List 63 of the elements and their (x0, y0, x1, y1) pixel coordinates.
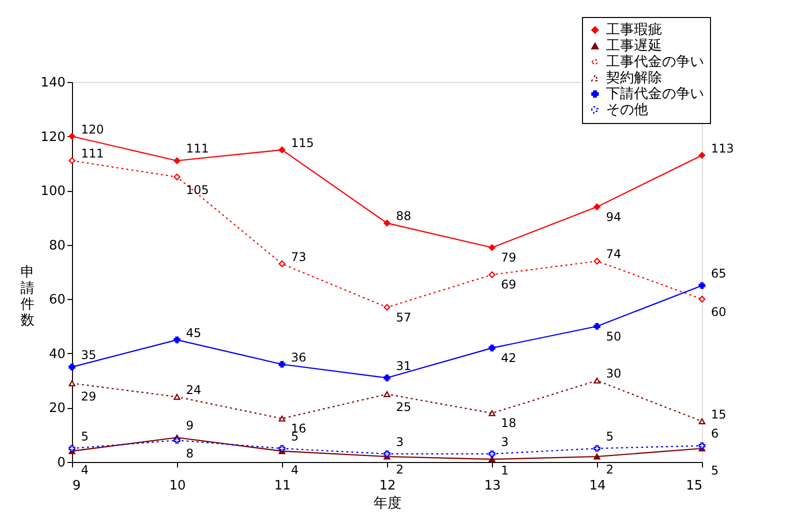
data-label: 2 (396, 462, 404, 477)
data-label: 42 (501, 351, 516, 365)
legend-label: 工事代金の争い (606, 54, 704, 70)
y-tick-label: 80 (48, 238, 66, 254)
data-label: 111 (186, 142, 209, 156)
data-label: 35 (81, 348, 96, 362)
y-tick-label: 100 (40, 184, 66, 200)
data-label: 94 (606, 210, 622, 224)
x-tick-label: 13 (484, 478, 501, 494)
data-label: 8 (186, 446, 194, 460)
data-label: 2 (606, 462, 614, 477)
y-tick-label: 20 (48, 401, 66, 416)
y-tick-label: 60 (48, 292, 66, 308)
data-label: 9 (186, 418, 194, 433)
legend-label: 工事瑕疵 (606, 22, 662, 38)
data-label: 1 (501, 463, 509, 478)
y-axis-title: 申請件数 (20, 264, 34, 328)
x-tick-label: 9 (72, 478, 81, 494)
data-label: 73 (291, 250, 306, 264)
data-label: 25 (396, 400, 412, 414)
y-tick-label: 120 (40, 130, 66, 145)
data-label: 4 (291, 463, 299, 478)
y-tick-label: 40 (48, 346, 66, 362)
data-label: 79 (501, 250, 516, 265)
data-label: 113 (711, 141, 734, 156)
x-tick-label: 12 (379, 478, 396, 494)
data-label: 60 (711, 305, 726, 320)
x-tick-label: 15 (686, 478, 702, 494)
data-label: 65 (711, 266, 726, 281)
y-tick-label: 0 (57, 456, 66, 470)
legend-label: 工事遅延 (606, 38, 662, 54)
data-label: 4 (81, 463, 89, 478)
data-label: 74 (606, 247, 622, 262)
data-label: 57 (396, 310, 412, 324)
data-label: 88 (396, 209, 412, 224)
legend-label: 契約解除 (606, 70, 662, 86)
data-label: 111 (81, 146, 104, 161)
x-tick-label: 11 (274, 478, 291, 494)
x-tick-label: 10 (169, 478, 186, 494)
data-label: 31 (396, 358, 412, 373)
data-label: 24 (186, 382, 202, 397)
data-label: 36 (291, 350, 306, 364)
data-label: 29 (81, 389, 96, 404)
legend-label: その他 (606, 102, 648, 118)
data-label: 115 (291, 136, 314, 150)
data-label: 15 (711, 407, 726, 422)
x-tick-label: 14 (589, 478, 606, 494)
data-label: 3 (396, 434, 404, 449)
data-label: 5 (81, 429, 89, 444)
data-label: 105 (186, 183, 209, 197)
data-label: 69 (501, 278, 516, 292)
x-axis-title: 年度 (374, 496, 402, 512)
data-label: 120 (81, 122, 104, 136)
data-label: 5 (606, 429, 614, 444)
data-label: 3 (501, 434, 509, 449)
data-label: 45 (186, 326, 202, 340)
data-label: 5 (711, 463, 719, 478)
legend-label: 下請代金の争い (606, 86, 704, 102)
data-label: 30 (606, 366, 622, 381)
data-label: 6 (711, 426, 719, 441)
data-label: 18 (501, 416, 516, 430)
data-label: 50 (606, 329, 622, 344)
y-tick-label: 140 (40, 76, 66, 90)
